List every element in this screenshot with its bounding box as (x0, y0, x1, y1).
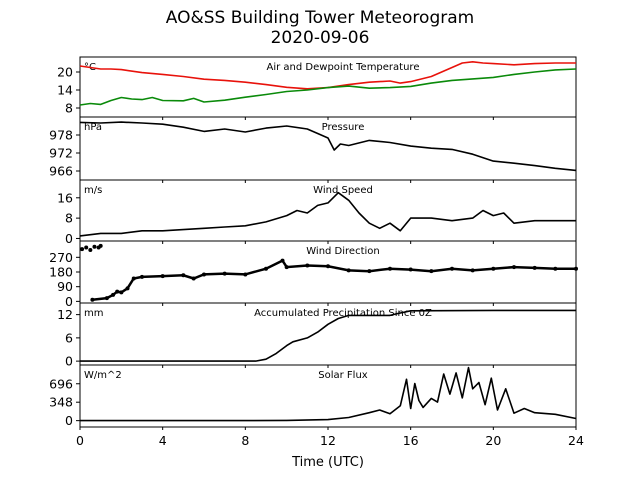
x-tick-label: 16 (403, 433, 419, 448)
series-line-2 (79, 68, 577, 106)
series-line-1 (79, 121, 577, 172)
panel-title: Wind Direction (306, 246, 380, 257)
data-point (92, 244, 97, 249)
y-tick-label: 180 (49, 265, 73, 280)
x-tick-label: 20 (485, 433, 501, 448)
data-point (88, 247, 93, 252)
panel-title: Wind Speed (313, 185, 373, 196)
y-tick-label: 972 (49, 146, 73, 161)
y-tick-label: 978 (49, 128, 73, 143)
panel-title: Accumulated Precipitation Since 0Z (254, 308, 432, 319)
panel-title: Air and Dewpoint Temperature (267, 62, 420, 73)
y-tick-label: 270 (49, 250, 73, 265)
figure-title: AO&SS Building Tower Meteorogram (165, 8, 475, 28)
data-point (84, 245, 89, 250)
panel-6: 0 348 696 Solar Flux W/m^2 (49, 364, 577, 430)
y-tick-label: 0 (65, 413, 73, 428)
y-tick-label: 696 (49, 376, 73, 391)
y-tick-label: 966 (49, 164, 73, 179)
panel-2: 966 972 978 Pressure hPa (49, 116, 577, 183)
x-tick-label: 0 (76, 433, 84, 448)
panel-3: 0 8 16 Wind Speed m/s (57, 179, 577, 246)
y-tick-label: 16 (57, 190, 73, 205)
unit-label: mm (84, 308, 103, 319)
panel-5: 0 6 12 Accumulated Precipitation Since 0Z mm (57, 302, 577, 369)
unit-label: hPa (84, 122, 102, 133)
y-tick-label: 14 (57, 83, 73, 98)
series-line-1 (80, 366, 577, 422)
y-tick-label: 90 (57, 279, 73, 294)
data-point (98, 243, 103, 248)
y-tick-label: 0 (65, 294, 73, 309)
unit-label: W/m^2 (84, 370, 122, 381)
y-tick-label: 6 (65, 330, 73, 345)
y-tick-label: 348 (49, 395, 73, 410)
x-axis-label: Time (UTC) (291, 455, 364, 470)
y-tick-label: 8 (65, 101, 73, 116)
x-tick-label: 24 (568, 433, 584, 448)
series-line-1 (80, 309, 576, 362)
series-line (92, 258, 576, 301)
y-tick-label: 0 (65, 354, 73, 369)
x-tick-label: 4 (159, 433, 167, 448)
y-tick-label: 8 (65, 211, 73, 226)
y-tick-label: 12 (57, 307, 73, 322)
panel-title: Pressure (322, 122, 365, 133)
x-tick-label: 12 (320, 433, 336, 448)
unit-label: m/s (84, 185, 102, 196)
y-tick-label: 20 (57, 65, 73, 80)
x-tick-label: 8 (241, 433, 249, 448)
series-line-1 (79, 191, 576, 237)
data-point (80, 247, 85, 252)
y-tick-label: 0 (65, 231, 73, 246)
panel-title: Solar Flux (318, 370, 368, 381)
figure-subtitle: 2020-09-06 (270, 28, 370, 48)
